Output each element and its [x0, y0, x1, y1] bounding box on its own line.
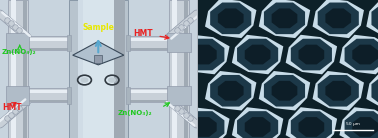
Polygon shape [237, 111, 278, 138]
Polygon shape [191, 117, 217, 137]
Polygon shape [313, 0, 364, 38]
Text: Zn(NO₃)₂: Zn(NO₃)₂ [118, 110, 153, 116]
Bar [128, 90, 169, 93]
Polygon shape [339, 107, 378, 138]
Bar [28, 100, 69, 102]
Polygon shape [205, 71, 256, 111]
Bar [6, 86, 29, 105]
Bar [67, 87, 71, 104]
Bar [172, 0, 177, 138]
Bar [28, 88, 69, 102]
Polygon shape [313, 71, 364, 111]
Bar [167, 86, 191, 105]
Bar [23, 0, 26, 138]
Polygon shape [325, 8, 351, 28]
Polygon shape [245, 45, 271, 64]
Polygon shape [372, 75, 378, 107]
Polygon shape [299, 45, 324, 64]
Polygon shape [245, 117, 271, 137]
Bar [167, 33, 191, 52]
Polygon shape [178, 35, 229, 74]
Polygon shape [264, 2, 305, 34]
Text: HMT: HMT [2, 103, 22, 112]
Polygon shape [73, 41, 124, 65]
Polygon shape [210, 75, 251, 107]
Text: Zn(NO₃)₂: Zn(NO₃)₂ [2, 49, 37, 55]
Polygon shape [366, 71, 378, 111]
Bar [6, 33, 29, 52]
Polygon shape [286, 35, 337, 74]
Polygon shape [318, 2, 359, 34]
Bar [77, 0, 92, 138]
Bar [126, 87, 130, 104]
Polygon shape [345, 111, 378, 138]
Polygon shape [191, 45, 217, 64]
Bar [128, 36, 169, 50]
Polygon shape [205, 0, 256, 38]
Bar [184, 0, 188, 138]
Bar [11, 0, 16, 138]
Bar [126, 34, 130, 51]
Bar [28, 38, 69, 41]
Bar [169, 0, 189, 138]
Polygon shape [345, 39, 378, 70]
Polygon shape [299, 117, 324, 137]
Polygon shape [366, 0, 378, 38]
Polygon shape [178, 107, 229, 138]
Polygon shape [291, 39, 332, 70]
Polygon shape [218, 81, 243, 101]
Bar [28, 36, 69, 50]
Polygon shape [286, 107, 337, 138]
Bar [128, 38, 169, 41]
Bar [67, 34, 71, 51]
Polygon shape [232, 35, 284, 74]
Polygon shape [218, 8, 243, 28]
Bar [128, 48, 169, 50]
Polygon shape [183, 111, 225, 138]
Polygon shape [259, 71, 310, 111]
Polygon shape [272, 8, 297, 28]
Text: 50 μm: 50 μm [346, 122, 360, 126]
Bar [94, 55, 102, 63]
Polygon shape [352, 45, 378, 64]
Text: HMT: HMT [134, 29, 153, 38]
Polygon shape [272, 81, 297, 101]
Circle shape [81, 77, 88, 83]
Polygon shape [372, 2, 378, 34]
Bar [128, 88, 169, 102]
Polygon shape [210, 2, 251, 34]
Polygon shape [264, 75, 305, 107]
Text: Sample: Sample [82, 23, 114, 32]
Polygon shape [183, 39, 225, 70]
Bar [128, 100, 169, 102]
Polygon shape [339, 35, 378, 74]
Polygon shape [318, 75, 359, 107]
Polygon shape [232, 107, 284, 138]
Bar [28, 48, 69, 50]
Circle shape [108, 77, 116, 83]
Polygon shape [259, 0, 310, 38]
Polygon shape [325, 81, 351, 101]
Bar [82, 0, 114, 138]
Bar [113, 0, 125, 138]
Polygon shape [291, 111, 332, 138]
Bar [69, 0, 128, 138]
Polygon shape [237, 39, 278, 70]
Bar [8, 0, 28, 138]
Bar [28, 90, 69, 93]
Polygon shape [352, 117, 378, 137]
